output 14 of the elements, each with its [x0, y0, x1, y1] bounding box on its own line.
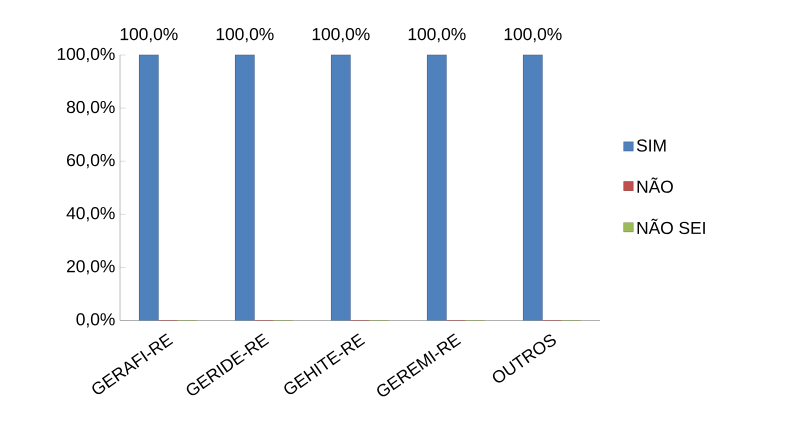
- data-label: 100,0%: [120, 28, 178, 42]
- data-label: 100,0%: [408, 28, 466, 42]
- y-tick-label: 80,0%: [66, 100, 115, 116]
- data-label: 100,0%: [216, 28, 274, 42]
- data-label: 100,0%: [504, 28, 562, 42]
- y-tick-label: 0,0%: [76, 313, 115, 328]
- y-tick-label: 20,0%: [67, 260, 115, 274]
- y-tick-label: 40,0%: [66, 207, 115, 222]
- legend-label: SIM: [636, 139, 666, 152]
- legend-label: NÃO SEI: [638, 218, 705, 234]
- legend-label: NÃO: [638, 177, 673, 193]
- y-tick-label: 100,0%: [58, 48, 115, 62]
- y-tick-label: 60,0%: [67, 154, 115, 168]
- data-label: 100,0%: [312, 28, 370, 42]
